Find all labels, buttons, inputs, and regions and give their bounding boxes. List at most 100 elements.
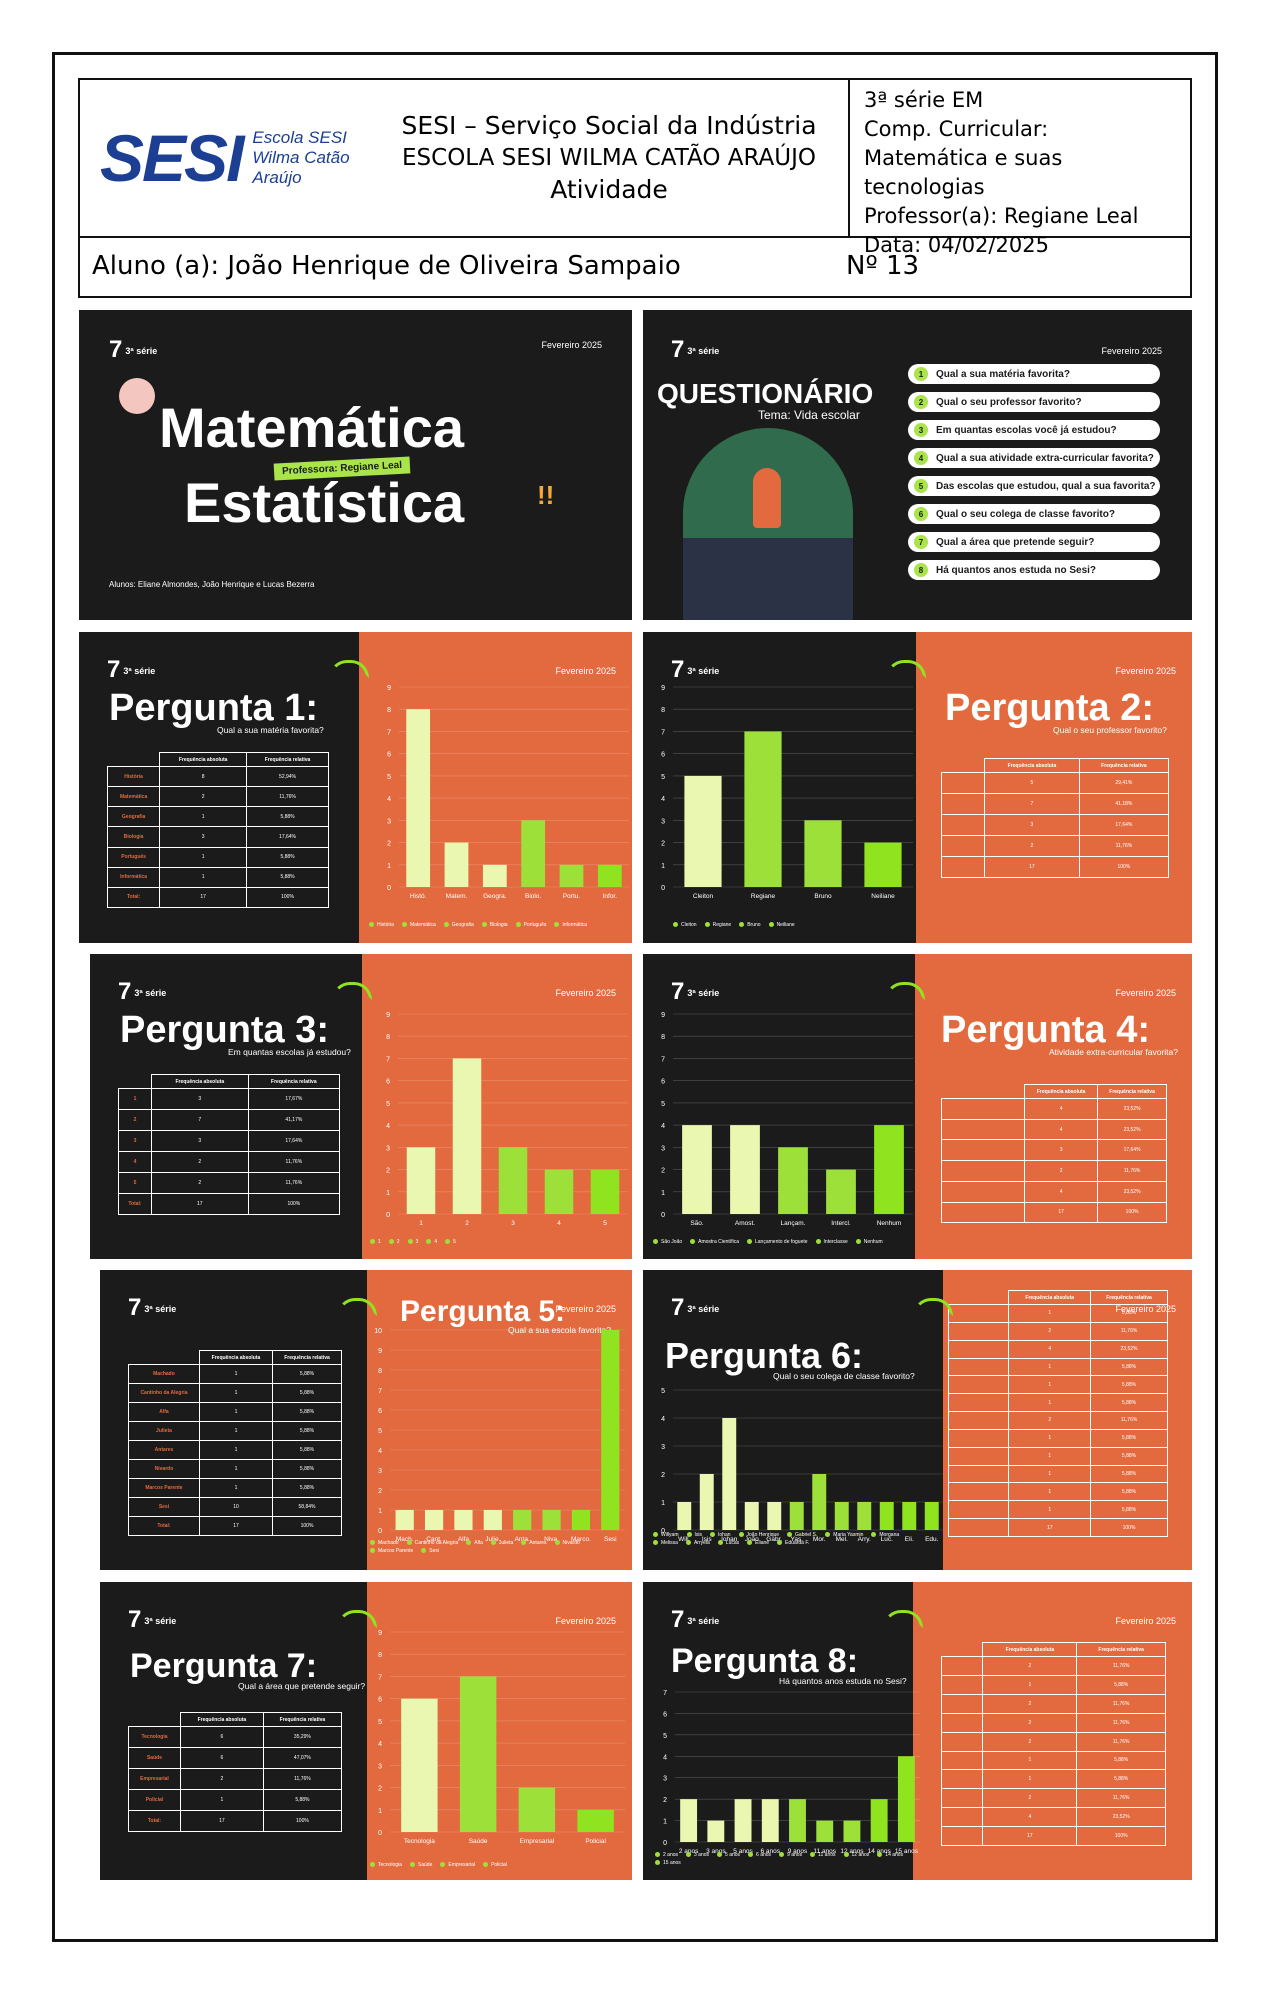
x-tick-label: Lançam. [781, 1220, 806, 1227]
question-text: Qual o seu professor favorito? [936, 396, 1082, 408]
x-tick-label: Cleiton [693, 893, 714, 900]
brand-logo: 7 3ª série [671, 978, 719, 1006]
legend-item: Willyam [653, 1532, 679, 1538]
table-header-abs: Frequência absoluta [198, 1350, 274, 1365]
row-abs: 3 [150, 1088, 249, 1110]
x-tick-label: Yas. [790, 1536, 803, 1543]
table-row: 14 anos 2 11,76% [940, 1788, 1166, 1809]
y-tick-label: 6 [661, 1079, 665, 1086]
row-rel: 100% [262, 1810, 343, 1832]
row-rel: 5,88% [246, 806, 329, 828]
table-row: Sesi 10 58,84% [128, 1497, 342, 1517]
questionnaire-title: QUESTIONÁRIO [657, 378, 874, 409]
table-row: Machado 1 5,88% [128, 1364, 342, 1384]
question-subtitle: Qual a área que pretende seguir? [238, 1681, 366, 1691]
row-label: Sesi [128, 1497, 200, 1517]
table-row: Isis 2 11,76% [947, 1321, 1168, 1341]
x-tick-label: Marco. [571, 1536, 591, 1543]
legend-label: Machado [378, 1540, 399, 1546]
table-header-empty [942, 1085, 1025, 1099]
x-tick-label: São. [690, 1220, 704, 1227]
question-item: 7 Qual a área que pretende seguir? [908, 532, 1160, 552]
row-label: Cleiton [940, 772, 986, 794]
y-tick-label: 7 [661, 1056, 665, 1063]
row-label: João Henrique [947, 1357, 1010, 1377]
legend-label: Isis [694, 1532, 703, 1538]
legend-label: Bruno [747, 922, 761, 928]
bar [542, 1510, 561, 1530]
title-slide: 7 3ª série Fevereiro 2025 Matemática Prof… [79, 310, 632, 620]
table-header-empty [119, 1075, 152, 1089]
y-tick-label: 7 [387, 729, 391, 736]
legend-item: Bruno [739, 922, 761, 928]
table-row: Eliane 1 5,88% [947, 1482, 1168, 1502]
bar-chart: 0 1 2 3 4 5 Will. Isis Iohan João Gabr. Yas. Mor. Mel… [661, 1388, 943, 1543]
row-rel: 5,88% [272, 1364, 342, 1384]
legend-label: Sesi [429, 1548, 440, 1554]
y-tick-label: 9 [387, 685, 391, 692]
legend-dot [421, 1548, 427, 1554]
legend-label: Neiliane [776, 922, 795, 928]
row-abs: 1 [982, 1750, 1078, 1771]
row-abs: 3 [159, 826, 248, 848]
table-row: Matemática 2 11,76% [106, 786, 329, 808]
question-text: Qual a sua matéria favorita? [936, 368, 1070, 380]
professor: Professor(a): Regiane Leal [864, 204, 1139, 228]
x-tick-label: Anta. [515, 1536, 530, 1543]
row-abs: 1 [198, 1478, 274, 1498]
table-header-abs: Frequência absoluta [159, 752, 248, 767]
bar-chart: 0 1 2 3 4 5 6 7 8 9 Cleiton Regiane Bruno Neiliane [661, 685, 913, 900]
bar [684, 775, 722, 887]
legend-item: 11 anos [810, 1852, 836, 1858]
student-name: Aluno (a): João Henrique de Oliveira Sam… [92, 251, 681, 281]
table-row: 3 3 17,64% [118, 1130, 341, 1152]
row-rel: 17,67% [247, 1088, 341, 1110]
legend-label: Alfa [474, 1540, 483, 1546]
y-tick-label: 8 [386, 1034, 390, 1041]
x-tick-label: Bruno [814, 893, 832, 900]
title-line-1: Matemática [159, 396, 465, 459]
row-label: 15 anos [940, 1807, 984, 1828]
table-row: Neiliane 2 11,76% [940, 835, 1170, 857]
table-row: 3 anos 1 5,88% [940, 1674, 1166, 1695]
bar [482, 864, 507, 887]
table-header-rel: Frequência relativa [1090, 1290, 1168, 1305]
table-header-row: Frequência absoluta Frequência relativa [942, 1642, 1166, 1657]
slide-date: Fevereiro 2025 [1115, 666, 1176, 676]
bar [521, 820, 546, 887]
org-name: SESI – Serviço Social da Indústria [401, 111, 817, 140]
table-row: Lançamento de foguete 3 17,64% [940, 1139, 1167, 1162]
legend-label: 12 anos [851, 1852, 870, 1858]
legend-label: Maria Yasmin [833, 1532, 864, 1538]
legend-dot [483, 1862, 489, 1868]
row-label: Nenhum [940, 1180, 1026, 1203]
y-tick-label: 2 [378, 1488, 382, 1495]
row-label: Amostra [940, 1118, 1026, 1141]
brand-serie: 3ª série [687, 1303, 720, 1314]
legend-label: Marcos Parente [378, 1548, 414, 1554]
legend-label: 3 anos [694, 1852, 710, 1858]
question-text: Qual a área que pretende seguir? [936, 536, 1095, 548]
legend-label: Saúde [417, 1862, 433, 1868]
legend-item: Nivardo [554, 1540, 580, 1546]
chart-legend: Cleiton Regiane Bruno Neiliane [673, 922, 933, 928]
row-label: Matemática [106, 786, 161, 808]
legend-label: 5 anos [725, 1852, 741, 1858]
row-label: Julieta [128, 1421, 200, 1441]
table-row: Saúde 6 47,07% [128, 1747, 343, 1769]
question-text: Em quantas escolas você já estudou? [936, 424, 1117, 436]
teacher-figure [753, 468, 781, 528]
bar [401, 1698, 438, 1832]
row-rel: 5,88% [1090, 1500, 1168, 1520]
y-tick-label: 2 [661, 1168, 665, 1175]
legend-label: 3 [415, 1239, 419, 1245]
legend-dot [777, 1540, 783, 1546]
row-rel: 23,52% [1076, 1807, 1166, 1828]
classroom-photo [683, 428, 853, 620]
question-slide-6: 7 3ª série Fevereiro 2025 Pergunta 6: Qual o… [643, 1270, 1192, 1570]
row-abs: 2 [150, 1151, 249, 1173]
legend-item: 2 anos [655, 1852, 678, 1858]
page-frame [52, 52, 1218, 1942]
row-rel: 41,17% [247, 1109, 341, 1131]
row-rel: 17,64% [1097, 1139, 1167, 1162]
